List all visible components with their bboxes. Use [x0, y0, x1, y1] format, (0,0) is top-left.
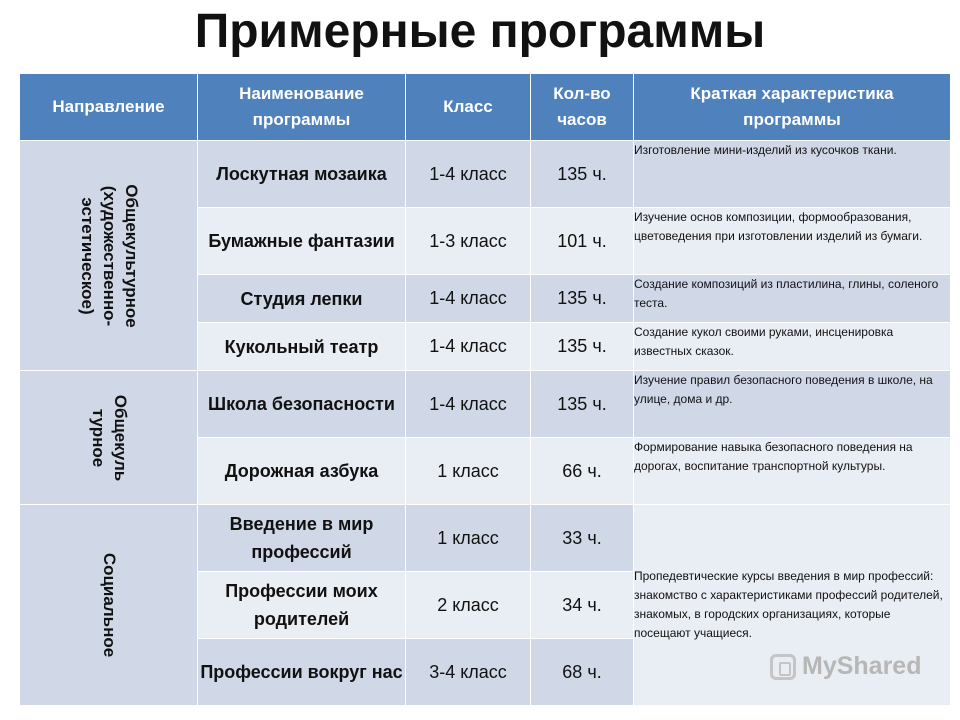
group-label: Социальное	[99, 552, 119, 658]
program-grade: 1 класс	[405, 504, 531, 572]
program-name: Лоскутная мозаика	[197, 140, 406, 208]
program-description: Создание кукол своими руками, инсцениров…	[633, 322, 951, 371]
program-hours: 135 ч.	[530, 322, 634, 371]
program-description: Пропедевтические курсы введения в мир пр…	[633, 504, 951, 706]
program-hours: 135 ч.	[530, 274, 634, 323]
table-row: Профессии моих родителей 2 класс 34 ч.	[20, 571, 951, 639]
program-description: Создание композиций из пластилина, глины…	[633, 274, 951, 323]
program-name: Профессии вокруг нас	[197, 638, 406, 706]
program-name: Кукольный театр	[197, 322, 406, 371]
group-cell-general-cultural: Общекуль турное	[19, 370, 198, 505]
group-label: Общекультурное (художественно- эстетичес…	[77, 183, 141, 328]
table-row: Бумажные фантазии 1-3 класс 101 ч. Изуче…	[20, 207, 951, 275]
header-hours: Кол-во часов	[530, 73, 634, 141]
program-description: Изготовление мини-изделий из кусочков тк…	[633, 140, 951, 208]
program-hours: 135 ч.	[530, 370, 634, 438]
program-name: Профессии моих родителей	[197, 571, 406, 639]
program-name: Бумажные фантазии	[197, 207, 406, 275]
program-grade: 1 класс	[405, 437, 531, 505]
myshared-logo-icon	[770, 653, 796, 680]
program-grade: 1-4 класс	[405, 322, 531, 371]
program-name: Введение в мир профессий	[197, 504, 406, 572]
program-hours: 66 ч.	[530, 437, 634, 505]
program-hours: 101 ч.	[530, 207, 634, 275]
watermark: MyShared	[770, 652, 921, 681]
group-cell-social: Социальное	[19, 504, 198, 706]
program-hours: 33 ч.	[530, 504, 634, 572]
program-grade: 1-3 класс	[405, 207, 531, 275]
group-cell-general-cultural-art: Общекультурное (художественно- эстетичес…	[19, 140, 198, 371]
table-row: Общекуль турное Школа безопасности 1-4 к…	[19, 370, 951, 505]
program-grade: 1-4 класс	[405, 370, 531, 438]
program-grade: 1-4 класс	[405, 274, 531, 323]
table-row: Профессии вокруг нас 3-4 класс 68 ч.	[20, 638, 951, 706]
program-description: Изучение основ композиции, формообразова…	[633, 207, 951, 275]
program-name: Студия лепки	[197, 274, 406, 323]
group-label: Общекуль турное	[88, 394, 130, 481]
table-row: Дорожная азбука 1 класс 66 ч. Формирован…	[20, 437, 951, 505]
table-header-row: Направление Наименование программы Класс…	[19, 73, 951, 141]
programs-table: Направление Наименование программы Класс…	[19, 73, 951, 706]
program-hours: 68 ч.	[530, 638, 634, 706]
program-grade: 3-4 класс	[405, 638, 531, 706]
table-row: Кукольный театр 1-4 класс 135 ч. Создани…	[20, 322, 951, 371]
header-name: Наименование программы	[197, 73, 406, 141]
page-title: Примерные программы	[194, 5, 766, 58]
header-description: Краткая характеристика программы	[633, 73, 951, 141]
table-row: Общекультурное (художественно- эстетичес…	[19, 140, 951, 371]
table-row: Социальное Введение в мир профессий 1 кл…	[19, 504, 951, 706]
program-description: Изучение правил безопасного поведения в …	[633, 370, 951, 438]
program-hours: 34 ч.	[530, 571, 634, 639]
watermark-text: MyShared	[802, 652, 922, 680]
program-name: Дорожная азбука	[197, 437, 406, 505]
program-hours: 135 ч.	[530, 140, 634, 208]
program-name: Школа безопасности	[197, 370, 406, 438]
program-description: Формирование навыка безопасного поведени…	[633, 437, 951, 505]
table-row: Студия лепки 1-4 класс 135 ч. Создание к…	[20, 274, 951, 323]
header-direction: Направление	[19, 73, 198, 141]
program-grade: 2 класс	[405, 571, 531, 639]
program-grade: 1-4 класс	[405, 140, 531, 208]
header-grade: Класс	[405, 73, 531, 141]
